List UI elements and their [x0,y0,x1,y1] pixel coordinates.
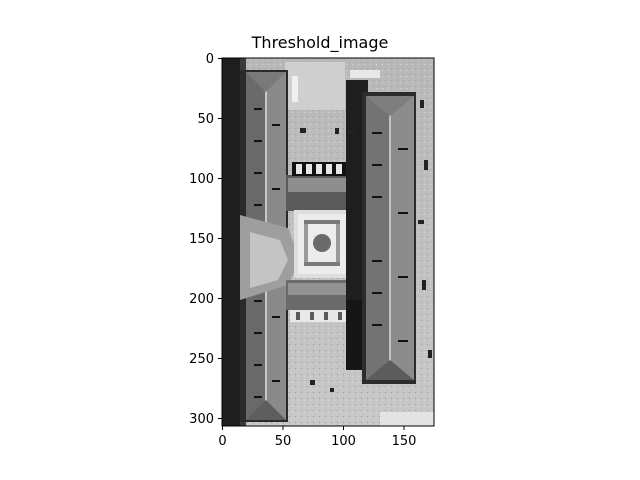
x-tick-label: 50 [275,434,292,449]
y-tick-label: 200 [189,292,214,307]
y-axis: 0 50 100 150 200 250 300 [189,52,222,427]
y-tick-label: 100 [189,172,214,187]
chart-title: Threshold_image [251,33,389,52]
axes-frame [221,57,435,427]
y-tick-label: 0 [206,52,214,67]
right-wing [346,80,416,384]
y-tick-label: 150 [189,232,214,247]
aerial-image [222,58,434,426]
y-tick-label: 250 [189,352,214,367]
x-tick-label: 100 [331,434,356,449]
x-axis: 0 50 100 150 [218,426,416,449]
x-tick-label: 150 [392,434,417,449]
left-wing [240,70,300,422]
y-tick-label: 300 [189,412,214,427]
y-tick-label: 50 [197,112,214,127]
x-tick-label: 0 [218,434,226,449]
